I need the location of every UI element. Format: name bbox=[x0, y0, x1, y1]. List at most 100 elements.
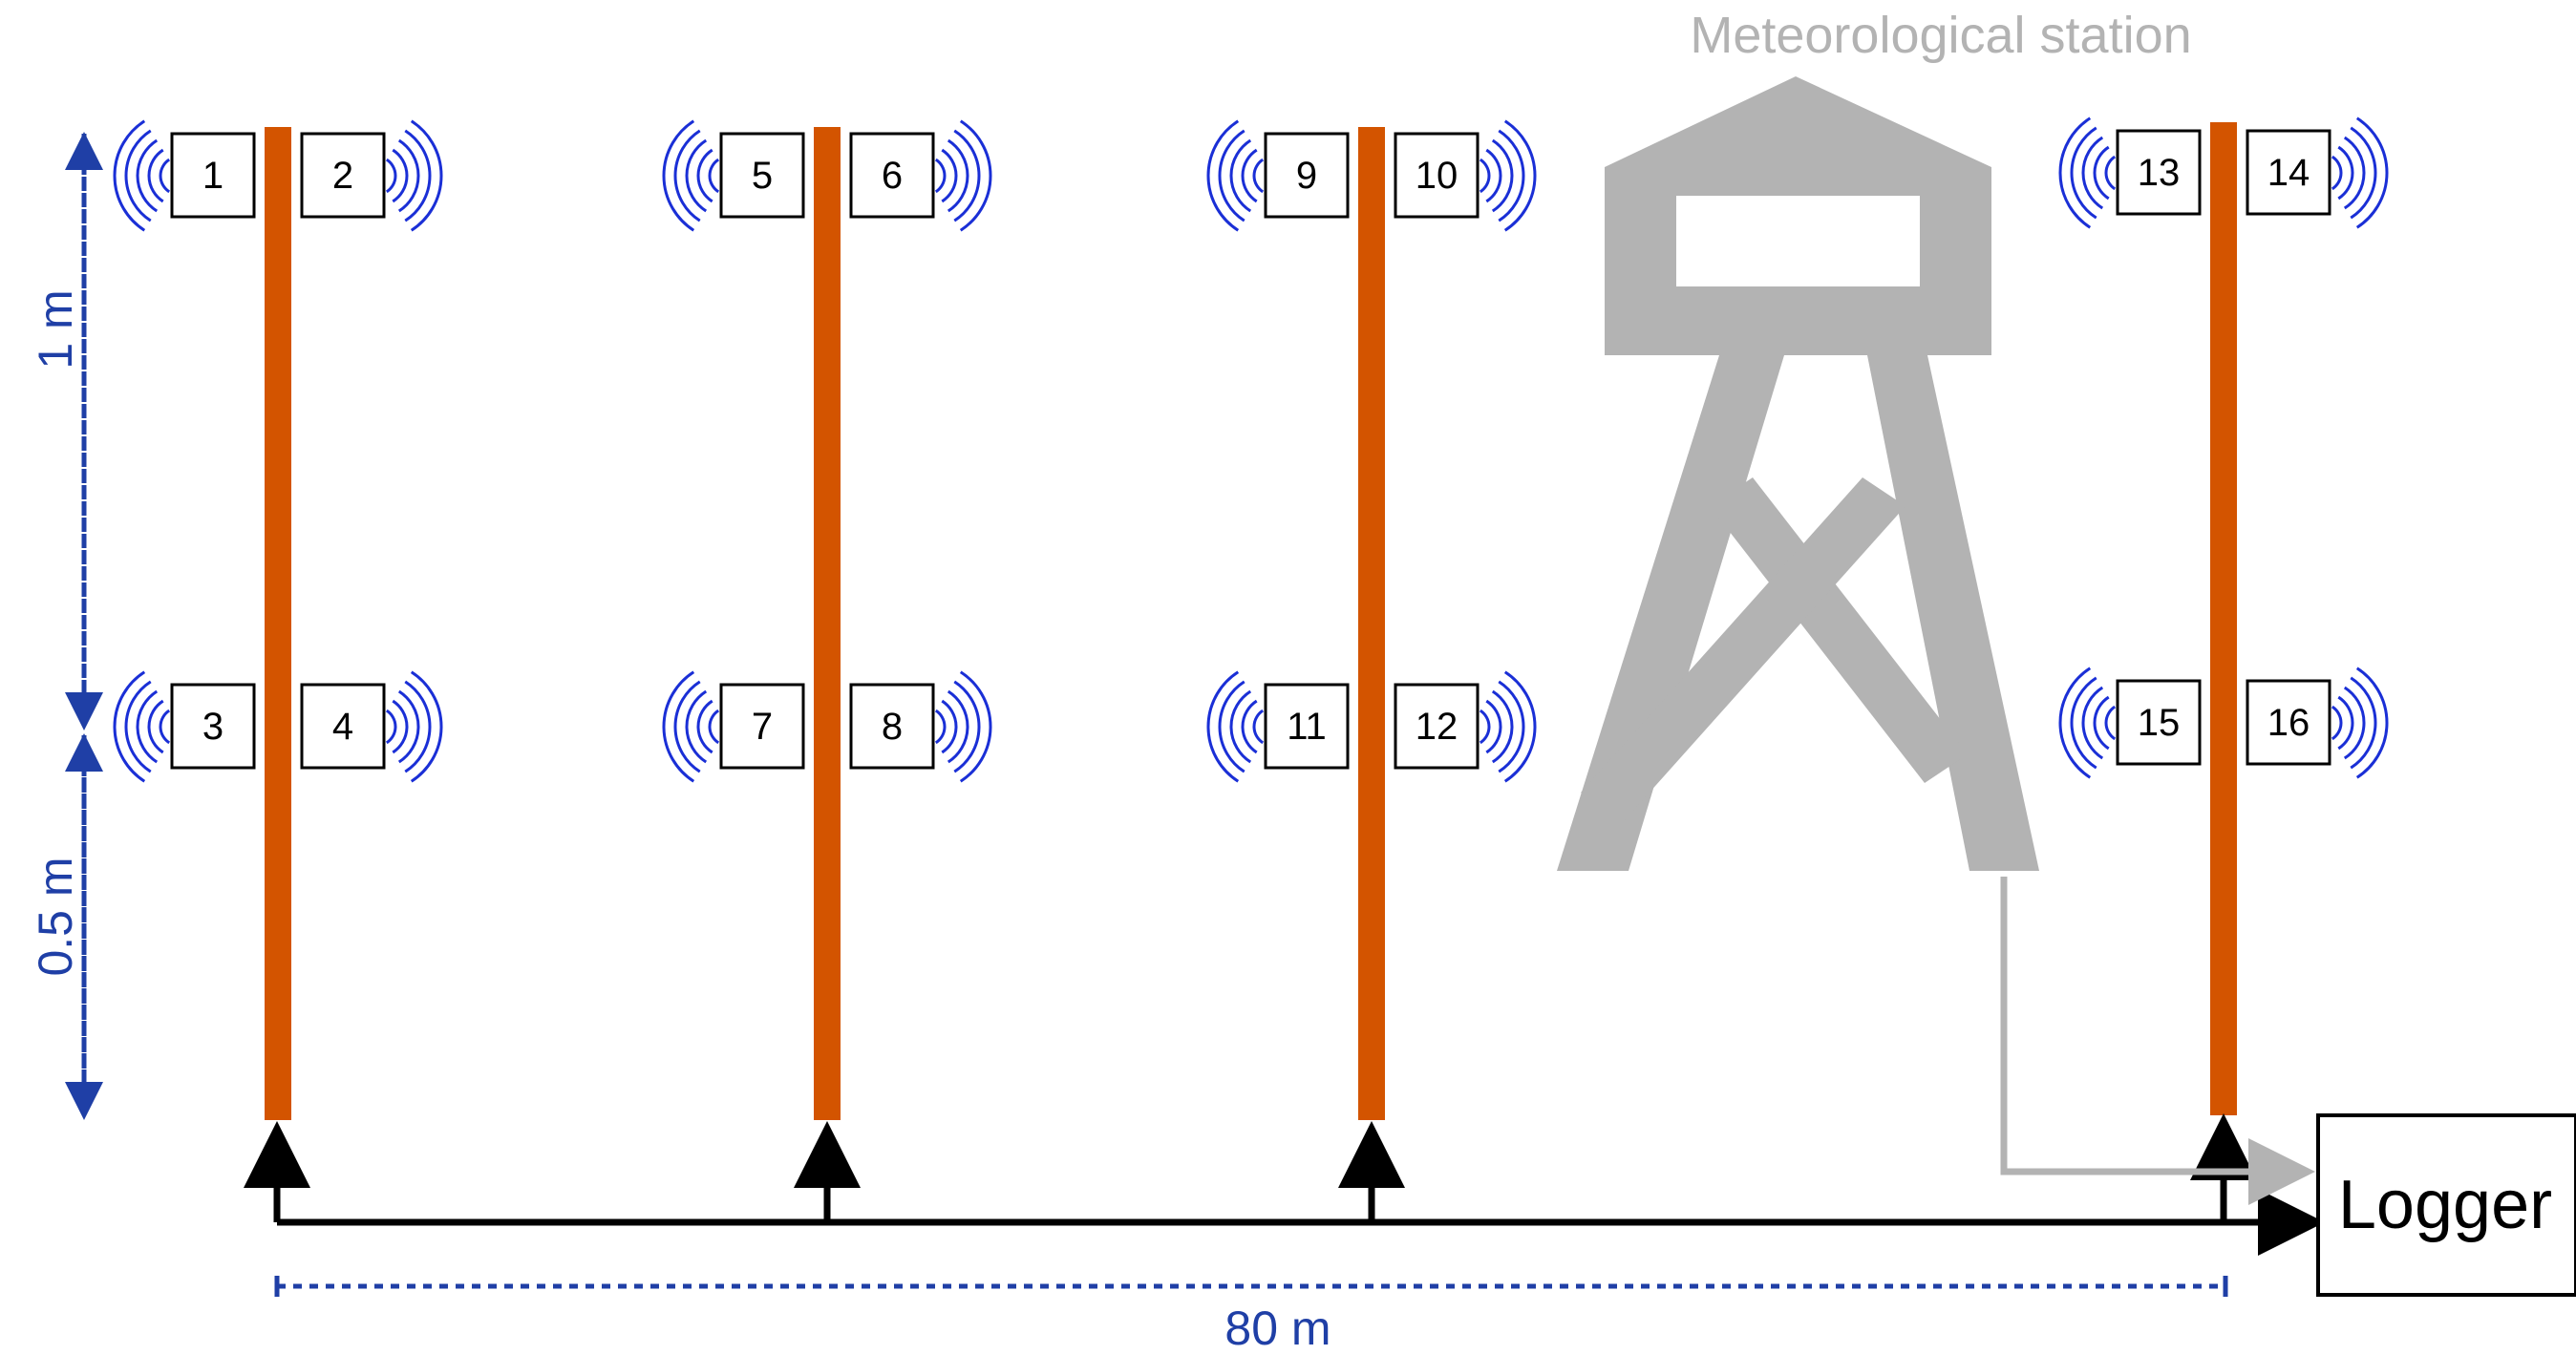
signal-wave-arc bbox=[934, 709, 947, 745]
signal-wave-arc bbox=[1218, 680, 1245, 773]
signal-wave-arc bbox=[673, 129, 701, 222]
signal-wave-arc bbox=[1241, 699, 1258, 754]
signal-wave-arc bbox=[410, 670, 443, 783]
sensor-label: 1 bbox=[202, 155, 224, 197]
signal-wave-arc bbox=[392, 148, 409, 203]
signal-wave-arc bbox=[1485, 699, 1502, 754]
sensor-label: 6 bbox=[882, 155, 903, 197]
signal-wave-arc bbox=[1229, 689, 1252, 764]
signal-wave-arc bbox=[947, 138, 969, 213]
signal-wave-arc bbox=[397, 138, 420, 213]
signal-wave-arc bbox=[2350, 126, 2377, 220]
signal-wave-arc bbox=[136, 138, 159, 213]
signal-wave-arc bbox=[1252, 158, 1265, 194]
sensor-box bbox=[300, 683, 386, 770]
signal-wave-arc bbox=[685, 689, 708, 764]
signal-wave-arc bbox=[1491, 689, 1514, 764]
sensor-label: 10 bbox=[1416, 155, 1458, 197]
width-dimension bbox=[274, 1276, 2228, 1297]
signal-wave-arc bbox=[1252, 709, 1265, 745]
sensor-label: 12 bbox=[1416, 706, 1458, 748]
signal-wave-arc bbox=[947, 689, 969, 764]
sensor-box bbox=[1264, 132, 1350, 219]
sensor-label: 8 bbox=[882, 706, 903, 748]
signal-wave-arc bbox=[410, 119, 443, 232]
sensor-box bbox=[2246, 679, 2331, 766]
signal-wave-arc bbox=[2355, 667, 2389, 779]
signal-wave-arc bbox=[2343, 686, 2366, 760]
signal-wave-arc bbox=[2093, 695, 2110, 751]
signal-wave-arc bbox=[1491, 138, 1514, 213]
signal-wave-arc bbox=[159, 709, 171, 745]
signal-wave-arc bbox=[113, 119, 146, 232]
signal-wave-arc bbox=[385, 158, 397, 194]
signal-wave-arc bbox=[1498, 680, 1525, 773]
signal-wave-arc bbox=[941, 148, 958, 203]
signal-wave-arc bbox=[662, 119, 695, 232]
signal-wave-arc bbox=[2093, 145, 2110, 201]
sensor-box bbox=[1394, 132, 1480, 219]
sensor-box bbox=[849, 683, 935, 770]
signal-wave-arc bbox=[1206, 119, 1240, 232]
sensor-label: 13 bbox=[2138, 152, 2181, 194]
signal-wave-arc bbox=[1498, 129, 1525, 222]
sensor-box bbox=[170, 132, 256, 219]
signal-wave-arc bbox=[934, 158, 947, 194]
signal-wave-arc bbox=[662, 670, 695, 783]
signal-wave-arc bbox=[696, 699, 713, 754]
logger-label: Logger bbox=[2338, 1167, 2552, 1243]
signal-wave-arc bbox=[708, 158, 720, 194]
signal-wave-arc bbox=[2337, 695, 2354, 751]
signal-wave-arc bbox=[959, 670, 992, 783]
lower-height-label: 0.5 m bbox=[29, 857, 82, 976]
sensor-box bbox=[719, 132, 805, 219]
signal-wave-arc bbox=[1241, 148, 1258, 203]
sensor-box bbox=[300, 132, 386, 219]
signal-wave-arc bbox=[392, 699, 409, 754]
signal-wave-arc bbox=[2058, 116, 2092, 229]
sensor-box bbox=[170, 683, 256, 770]
signal-wave-arc bbox=[1479, 158, 1491, 194]
signal-wave-arc bbox=[2355, 116, 2389, 229]
sensor-label: 4 bbox=[332, 706, 353, 748]
upper-height-label: 1 m bbox=[29, 289, 82, 369]
signal-wave-arc bbox=[113, 670, 146, 783]
sensor-box bbox=[719, 683, 805, 770]
signal-wave-arc bbox=[2058, 667, 2092, 779]
signal-wave-arc bbox=[2350, 676, 2377, 770]
signal-wave-arc bbox=[696, 148, 713, 203]
signal-wave-arc bbox=[708, 709, 720, 745]
pole-2 bbox=[814, 127, 841, 1120]
signal-wave-arc bbox=[953, 680, 981, 773]
signal-wave-arc bbox=[941, 699, 958, 754]
station-label: Meteorological station bbox=[1690, 7, 2191, 64]
signal-wave-arc bbox=[1503, 670, 1537, 783]
signal-wave-arc bbox=[147, 148, 164, 203]
signal-wave-arc bbox=[1206, 670, 1240, 783]
signal-wave-arc bbox=[1218, 129, 1245, 222]
pole-4 bbox=[2210, 122, 2237, 1115]
sensor-box bbox=[2246, 129, 2331, 216]
signal-wave-arc bbox=[1503, 119, 1537, 232]
signal-wave-arc bbox=[397, 689, 420, 764]
sensor-label: 3 bbox=[202, 706, 224, 748]
sensor-label: 11 bbox=[1287, 706, 1327, 748]
signal-wave-arc bbox=[2331, 705, 2343, 741]
signal-wave-arc bbox=[2104, 705, 2117, 741]
pole-3 bbox=[1358, 127, 1385, 1120]
signal-wave-arc bbox=[159, 158, 171, 194]
signal-wave-arc bbox=[2337, 145, 2354, 201]
sensor-box bbox=[1264, 683, 1350, 770]
signal-wave-arc bbox=[959, 119, 992, 232]
sensor-box bbox=[849, 132, 935, 219]
signal-wave-arc bbox=[124, 129, 152, 222]
sensor-label: 7 bbox=[752, 706, 773, 748]
signal-wave-arc bbox=[2343, 136, 2366, 210]
signal-wave-arc bbox=[953, 129, 981, 222]
signal-wave-arc bbox=[1485, 148, 1502, 203]
logger-box bbox=[2316, 1113, 2576, 1297]
sensor-label: 9 bbox=[1296, 155, 1317, 197]
station-cable bbox=[2000, 877, 2315, 1205]
sensor-label: 16 bbox=[2267, 702, 2310, 744]
